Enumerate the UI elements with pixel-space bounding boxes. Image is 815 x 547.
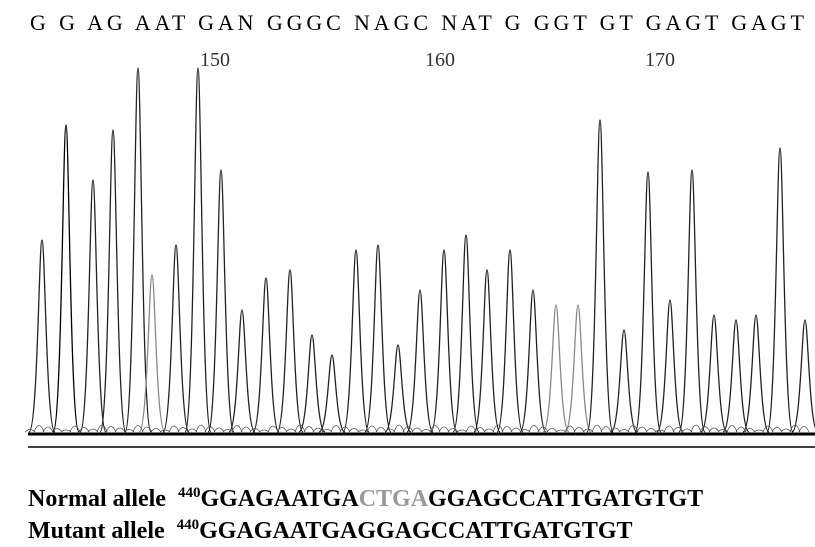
trace-peak: [277, 270, 303, 432]
trace-noise: [484, 429, 494, 432]
trace-peak: [100, 130, 126, 432]
trace-noise: [349, 429, 359, 433]
trace-noise: [637, 427, 647, 432]
trace-noise: [754, 430, 764, 432]
trace-peak: [792, 320, 815, 432]
start-position: 440: [177, 517, 200, 533]
trace-noise: [223, 430, 233, 433]
trace-peak: [611, 330, 637, 432]
trace-peak: [319, 355, 345, 432]
trace-peaks: [25, 68, 815, 432]
trace-noise: [682, 429, 692, 432]
allele-sequence: GGAGCCATTGATGTGT: [428, 486, 703, 512]
trace-peak: [723, 320, 749, 432]
trace-noise: [421, 430, 431, 433]
position-label: 170: [645, 49, 675, 71]
trace-peak: [407, 290, 433, 432]
trace-noise: [691, 425, 701, 432]
position-label: 150: [200, 49, 230, 71]
trace-noise: [619, 430, 629, 433]
trace-noise: [772, 428, 782, 433]
chromatogram-figure: G G AG AAT GAN GGGC NAGC NAT G GGT GT GA…: [0, 0, 815, 547]
trace-noise: [601, 427, 611, 433]
base-calls: G G AG AAT GAN GGGC NAGC NAT G GGT GT GA…: [30, 10, 805, 35]
trace-peak: [53, 125, 79, 432]
trace-noise: [88, 429, 98, 432]
trace-noise: [709, 428, 719, 432]
trace-noise: [646, 429, 656, 433]
trace-peak: [743, 315, 769, 432]
trace-peak: [299, 335, 325, 432]
trace-noise: [214, 428, 224, 432]
deleted-bases: CTGA: [359, 486, 429, 512]
trace-peak: [679, 170, 705, 432]
trace-noise: [799, 427, 809, 433]
trace-noise: [151, 429, 161, 433]
trace-noise: [286, 429, 296, 432]
trace-peak: [365, 245, 391, 432]
trace-peak: [80, 180, 106, 432]
trace-noise: [241, 427, 251, 432]
trace-noise: [169, 426, 179, 432]
position-label: 160: [425, 49, 455, 71]
trace-noise: [538, 427, 548, 432]
trace-noise: [781, 429, 791, 432]
trace-noise: [592, 425, 602, 432]
trace-noise: [106, 427, 116, 433]
trace-peak: [565, 305, 591, 432]
trace-peak: [767, 148, 793, 432]
trace-noise: [439, 427, 449, 432]
trace-noise: [34, 426, 44, 433]
trace-peak: [125, 68, 151, 432]
trace-noise: [115, 428, 125, 432]
trace-peak: [229, 310, 255, 432]
trace-peak: [520, 290, 546, 432]
trace-noise: [259, 430, 269, 432]
trace-noise: [304, 427, 314, 433]
trace-noise: [196, 425, 206, 432]
allele-sequence: GGAGAATGAGGAGCCATTGATGTGT: [199, 518, 632, 544]
trace-noise: [547, 429, 557, 433]
trace-noise: [394, 425, 404, 432]
trace-noise: [457, 430, 467, 432]
trace-peak: [657, 300, 683, 432]
trace-peak: [431, 250, 457, 432]
trace-peak: [29, 240, 55, 432]
trace-noise: [331, 426, 341, 433]
trace-peak: [474, 270, 500, 432]
trace-noise: [574, 428, 584, 433]
trace-peak: [163, 245, 189, 432]
trace-noise: [511, 428, 521, 432]
trace-noise: [412, 428, 422, 432]
trace-noise: [61, 430, 71, 432]
trace-noise: [664, 426, 674, 432]
allele-sequence: GGAGAATGA: [200, 486, 359, 512]
trace-peak: [208, 170, 234, 432]
trace-peak: [185, 68, 211, 432]
allele-line: Mutant allele 440GGAGAATGAGGAGCCATTGATGT…: [28, 517, 633, 544]
trace-peak: [701, 315, 727, 432]
trace-peak: [453, 235, 479, 432]
trace-peak: [543, 305, 569, 432]
trace-noise: [502, 427, 512, 433]
trace-peak: [253, 278, 279, 432]
trace-noise: [556, 430, 566, 432]
trace-noise: [529, 426, 539, 433]
allele-label: Normal allele: [28, 486, 166, 512]
trace-noise: [727, 426, 737, 433]
trace-peak: [343, 250, 369, 432]
trace-peak: [497, 250, 523, 432]
trace-peak: [635, 172, 661, 432]
trace-noise: [376, 428, 386, 433]
trace-noise: [628, 426, 638, 433]
trace-peak: [587, 120, 613, 432]
start-position: 440: [178, 485, 201, 501]
trace-noise: [43, 427, 53, 432]
allele-line: Normal allele 440GGAGAATGACTGAGGAGCCATTG…: [28, 485, 703, 512]
allele-label: Mutant allele: [28, 518, 165, 544]
trace-peak: [385, 345, 411, 432]
